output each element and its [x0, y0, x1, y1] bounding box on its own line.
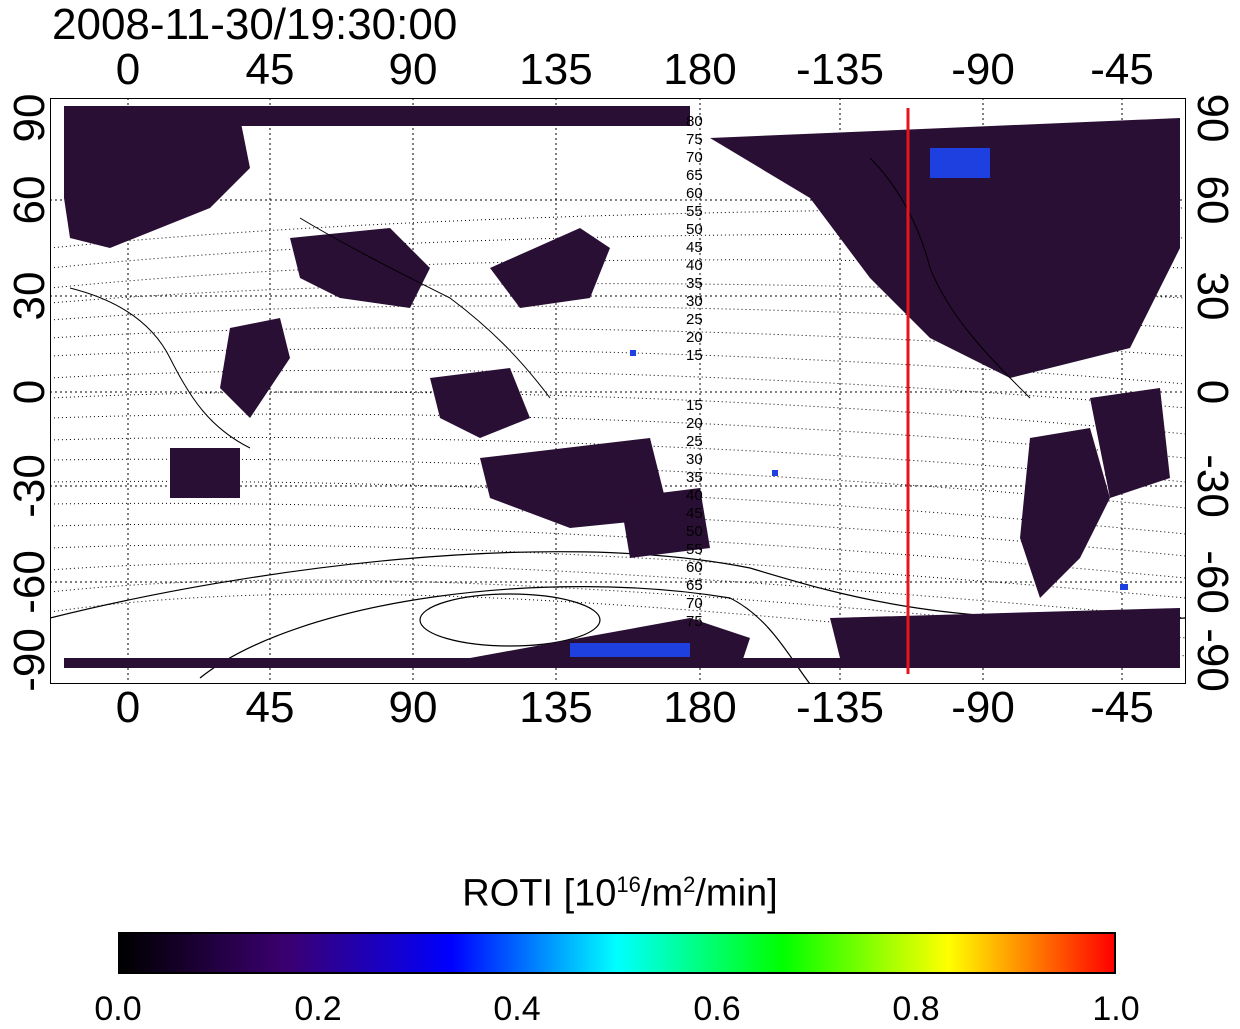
contour-label: 20: [686, 415, 703, 432]
colorbar-tick: 0.4: [493, 990, 541, 1028]
lon-tick-top: 90: [388, 45, 438, 94]
colorbar-title: ROTI [1016/m2/min]: [0, 872, 1240, 916]
lon-tick-top: 135: [519, 45, 593, 94]
lat-tick-right: 90: [1188, 93, 1237, 143]
contour-label: 70: [686, 595, 703, 612]
colorbar-tick: 0.0: [94, 990, 142, 1028]
contour-label: 25: [686, 311, 703, 328]
lon-tick-bottom: 135: [519, 683, 593, 732]
coastlines: [69, 157, 1031, 449]
lon-tick-top: 0: [115, 45, 141, 94]
contour-label: 55: [686, 541, 703, 558]
contour-label: 40: [686, 257, 703, 274]
contour-label: 55: [686, 203, 703, 220]
lon-tick-bottom: -45: [1090, 683, 1154, 732]
contour-label: 60: [686, 185, 703, 202]
contour-label: 75: [686, 613, 703, 630]
lon-tick-bottom: -90: [951, 683, 1015, 732]
lat-tick-right: -30: [1188, 454, 1237, 518]
lat-tick-left: -30: [5, 454, 54, 518]
lon-tick-bottom: 0: [115, 683, 141, 732]
contour-label: 45: [686, 505, 703, 522]
lat-tick-left: 90: [5, 93, 54, 143]
contour-label: 40: [686, 487, 703, 504]
contour-label: 35: [686, 275, 703, 292]
lat-tick-right: -90: [1188, 628, 1237, 692]
lat-tick-left: 0: [5, 379, 54, 405]
lat-tick-right: 30: [1188, 271, 1237, 321]
lat-tick-left: 60: [5, 175, 54, 225]
contour-label: 50: [686, 523, 703, 540]
lat-tick-right: 0: [1188, 379, 1237, 405]
roti-data-patches: [64, 106, 1180, 668]
contour-label: 35: [686, 469, 703, 486]
lon-tick-top: -90: [951, 45, 1015, 94]
contour-labels-south: 15 20 25 30 35 40 45 50 55 60 65 70 75: [686, 397, 703, 630]
lon-tick-bottom: 180: [663, 683, 737, 732]
lat-tick-left: -60: [5, 550, 54, 614]
colorbar-tick: 0.2: [294, 990, 342, 1028]
contour-label: 70: [686, 149, 703, 166]
colorbar-tick: 0.8: [892, 990, 940, 1028]
contour-label: 15: [686, 397, 703, 414]
contour-label: 30: [686, 451, 703, 468]
lon-tick-top: 180: [663, 45, 737, 94]
colorbar-title-end: /min]: [695, 872, 778, 915]
lat-tick-left: 30: [5, 271, 54, 321]
contour-label: 30: [686, 293, 703, 310]
contour-label: 65: [686, 577, 703, 594]
contour-label: 45: [686, 239, 703, 256]
colorbar-title-unit-exponent: 2: [683, 872, 696, 897]
contour-labels-north: 80 75 70 65 60 55 50 45 40 35 30 25 20 1…: [686, 113, 703, 364]
contour-label: 80: [686, 113, 703, 130]
lat-tick-right: 60: [1188, 175, 1237, 225]
lon-tick-top: 45: [245, 45, 295, 94]
lat-tick-left: -90: [5, 628, 54, 692]
timestamp-title: 2008-11-30/19:30:00: [52, 0, 458, 49]
colorbar-tick: 1.0: [1092, 990, 1140, 1028]
lon-tick-bottom: 45: [245, 683, 295, 732]
colorbar-gradient: [118, 932, 1116, 974]
lon-tick-top: -45: [1090, 45, 1154, 94]
lon-tick-bottom: -135: [795, 683, 885, 732]
colorbar-tick: 0.6: [693, 990, 741, 1028]
contour-label: 50: [686, 221, 703, 238]
contour-label: 20: [686, 329, 703, 346]
contour-label: 75: [686, 131, 703, 148]
colorbar-title-exponent: 16: [616, 872, 641, 897]
lon-tick-top: -135: [795, 45, 885, 94]
high-roti-spots: [570, 148, 1128, 657]
contour-label: 65: [686, 167, 703, 184]
lat-tick-right: -60: [1188, 550, 1237, 614]
colorbar-title-unit: /m: [640, 872, 684, 915]
colorbar-title-text: ROTI [10: [462, 872, 617, 915]
lon-tick-bottom: 90: [388, 683, 438, 732]
contour-label: 15: [686, 347, 703, 364]
roti-world-map: 80 75 70 65 60 55 50 45 40 35 30 25 20 1…: [50, 98, 1186, 684]
contour-label: 60: [686, 559, 703, 576]
contour-label: 25: [686, 433, 703, 450]
